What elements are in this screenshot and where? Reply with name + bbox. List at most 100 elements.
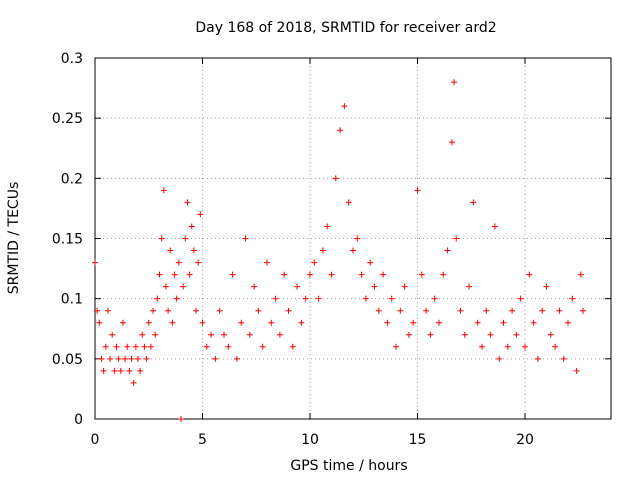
data-point — [246, 331, 253, 338]
data-point — [182, 235, 189, 242]
data-point — [184, 199, 191, 206]
data-point — [193, 307, 200, 314]
data-point — [423, 307, 430, 314]
data-point — [94, 307, 101, 314]
data-point — [457, 307, 464, 314]
data-point — [216, 307, 223, 314]
data-point — [388, 295, 395, 302]
data-point — [534, 355, 541, 362]
data-point — [466, 283, 473, 290]
data-point — [117, 367, 124, 374]
data-point — [491, 223, 498, 230]
data-point — [543, 283, 550, 290]
data-point — [483, 307, 490, 314]
data-point — [448, 139, 455, 146]
data-point — [242, 235, 249, 242]
data-point — [302, 295, 309, 302]
data-point — [150, 307, 157, 314]
data-point — [98, 355, 105, 362]
data-point — [393, 343, 399, 350]
data-point — [268, 319, 275, 326]
y-tick-label: 0.15 — [52, 232, 83, 248]
data-point — [197, 211, 204, 218]
data-point — [92, 259, 98, 266]
data-point — [152, 331, 159, 338]
data-point — [560, 355, 567, 362]
x-tick-label: 10 — [301, 432, 319, 448]
data-point — [124, 343, 131, 350]
data-point — [324, 223, 331, 230]
data-point — [233, 355, 240, 362]
data-point — [190, 247, 197, 254]
data-point — [517, 295, 524, 302]
data-point — [436, 319, 442, 326]
data-point — [229, 271, 236, 278]
y-tick-label: 0.3 — [61, 51, 83, 67]
y-tick-label: 0.2 — [61, 171, 83, 187]
data-point — [104, 307, 111, 314]
x-tick-label: 15 — [409, 432, 427, 448]
x-axis-label: GPS time / hours — [290, 458, 407, 474]
data-point — [375, 307, 382, 314]
grid — [95, 58, 611, 419]
data-point — [453, 235, 460, 242]
data-point — [130, 379, 137, 386]
data-point — [367, 259, 374, 266]
data-point — [401, 283, 408, 290]
data-point — [143, 355, 150, 362]
x-tick-label: 20 — [516, 432, 534, 448]
data-point — [470, 199, 477, 206]
data-point — [175, 259, 182, 266]
data-point — [427, 331, 434, 338]
x-tick-label: 0 — [91, 432, 100, 448]
data-point — [556, 307, 563, 314]
data-point — [96, 319, 103, 326]
data-point — [526, 271, 533, 278]
data-point — [474, 319, 481, 326]
data-point — [298, 319, 305, 326]
data-point — [565, 319, 571, 326]
data-point — [203, 343, 210, 350]
data-point — [496, 355, 503, 362]
data-point — [440, 271, 447, 278]
y-tick-label: 0.05 — [52, 352, 83, 368]
y-axis-label: SRMTID / TECUs — [6, 182, 22, 295]
data-point — [186, 271, 193, 278]
y-tick-label: 0.25 — [52, 111, 83, 127]
x-tick-label: 5 — [198, 432, 207, 448]
data-point — [178, 416, 184, 422]
data-point — [547, 331, 554, 338]
data-point — [132, 343, 139, 350]
data-point — [111, 367, 118, 374]
axis-ticks: 0 0.05 0.1 0.15 0.2 0.25 0.3 0 5 10 15 20 — [52, 51, 611, 448]
data-point — [208, 331, 215, 338]
data-point — [126, 367, 133, 374]
data-point — [539, 307, 546, 314]
data-point — [500, 319, 507, 326]
data-point — [128, 355, 135, 362]
data-point — [461, 331, 468, 338]
data-point — [371, 283, 378, 290]
data-point — [141, 343, 148, 350]
data-point — [180, 283, 187, 290]
data-point — [115, 355, 122, 362]
data-point — [354, 235, 361, 242]
data-point — [573, 367, 580, 374]
data-point — [119, 319, 126, 326]
data-point — [509, 307, 516, 314]
data-point — [147, 343, 154, 350]
data-point — [345, 199, 352, 206]
data-point — [100, 367, 107, 374]
data-point — [285, 307, 292, 314]
data-point — [479, 343, 485, 350]
data-point — [341, 103, 348, 110]
y-tick-label: 0 — [74, 412, 83, 428]
data-point — [154, 295, 161, 302]
data-point — [319, 247, 326, 254]
data-point — [552, 343, 559, 350]
data-point — [199, 319, 206, 326]
data-point — [311, 259, 318, 266]
data-point — [504, 343, 511, 350]
data-point — [109, 331, 116, 338]
